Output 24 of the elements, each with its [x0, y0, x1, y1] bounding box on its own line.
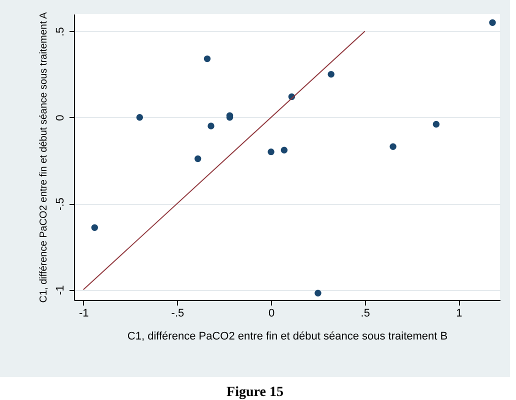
y-axis-title: C1, différence PaCO2 entre fin et début séance sous traitement A: [38, 12, 50, 303]
x-tick-label: -1: [78, 308, 89, 320]
point: [314, 290, 322, 296]
point: [136, 114, 144, 121]
caption: Figure 15: [226, 385, 284, 400]
y-tick-label: -.5: [54, 198, 66, 210]
y-tick-label: 0: [54, 114, 66, 121]
point: [194, 155, 202, 162]
point: [208, 122, 214, 130]
point: [432, 120, 440, 128]
x-tick-label: 1: [456, 308, 462, 320]
point: [328, 70, 334, 78]
y-tick-label: .5: [54, 27, 66, 36]
point: [280, 146, 288, 154]
x-tick-label: .5: [360, 308, 370, 320]
point: [268, 148, 274, 156]
x-tick-label: 0: [268, 308, 275, 320]
x-axis-title: C1, différence PaCO2 entre fin et début séance sous traitement B: [127, 330, 448, 342]
point: [489, 19, 496, 26]
y-tick-label: -1: [54, 285, 66, 296]
x-tick-label: -.5: [171, 308, 184, 320]
point: [91, 224, 98, 231]
point: [204, 55, 211, 62]
point: [390, 143, 396, 150]
